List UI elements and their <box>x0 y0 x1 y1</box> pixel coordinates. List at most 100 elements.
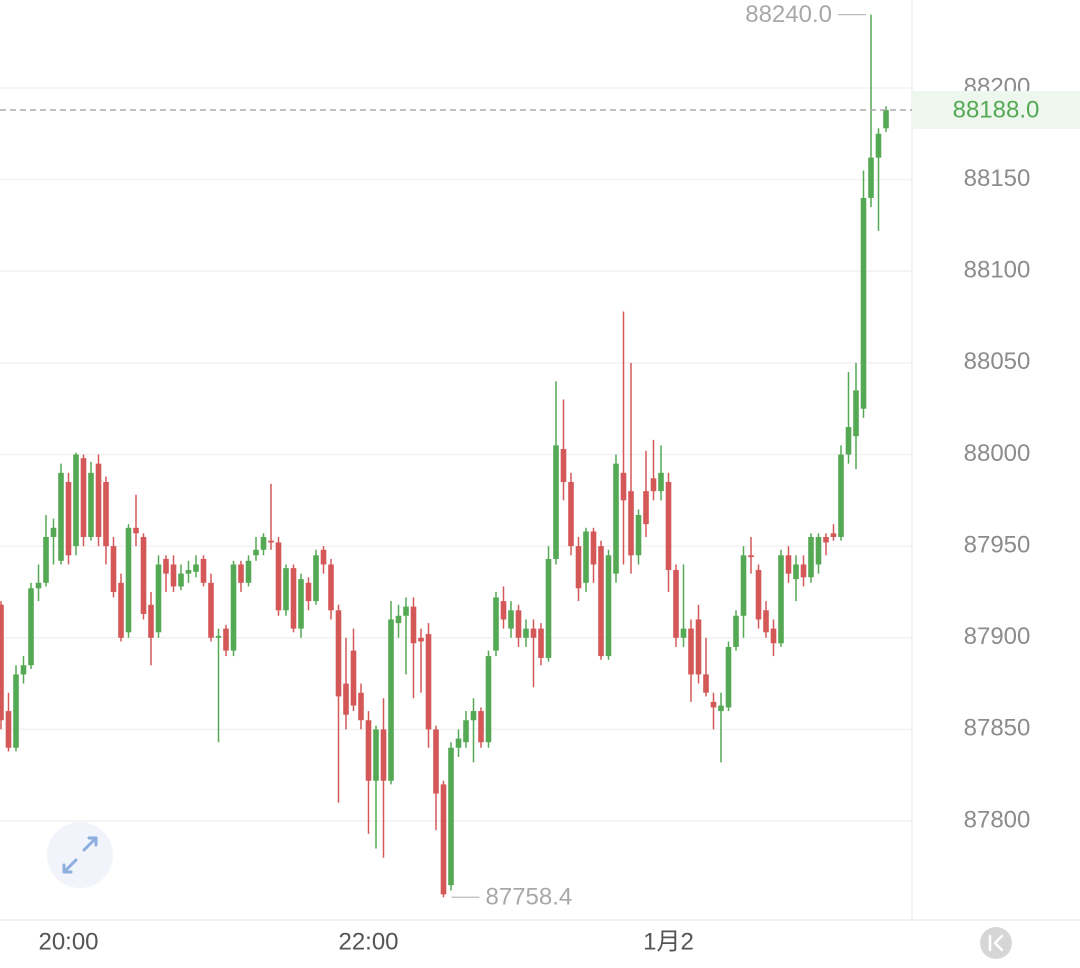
candle-body <box>823 536 829 543</box>
candle-body <box>740 555 747 616</box>
candle-body <box>118 582 124 638</box>
candle-body <box>410 606 417 644</box>
candle-body <box>605 555 612 657</box>
last-price-tag <box>912 90 1080 129</box>
candle-body <box>298 579 304 629</box>
candle-body <box>35 582 42 589</box>
y-tick-label: 88000 <box>964 440 1031 467</box>
candle-body <box>350 650 357 706</box>
candle-body <box>455 738 462 748</box>
candles <box>0 14 889 898</box>
candle-body <box>808 536 814 578</box>
candle-body <box>283 568 289 611</box>
y-tick-label: 87950 <box>964 531 1031 558</box>
max-marker-label: 88240.0 <box>745 1 832 28</box>
candle-body <box>500 601 507 620</box>
candle-body <box>148 604 154 638</box>
candle-body <box>598 546 604 657</box>
candle-body <box>5 711 12 748</box>
last-price-label: 88188.0 <box>953 96 1040 123</box>
candle-body <box>245 560 252 583</box>
candle-body <box>448 747 454 886</box>
candle-body <box>485 656 492 743</box>
candle-body <box>703 674 709 693</box>
candle-body <box>478 711 484 743</box>
candle-body <box>853 390 859 437</box>
y-tick-label: 87900 <box>964 623 1031 650</box>
candle-body <box>238 564 244 583</box>
candle-body <box>155 564 162 633</box>
y-tick-label: 88150 <box>964 165 1031 192</box>
candle-body <box>343 683 349 715</box>
candle-body <box>590 531 597 565</box>
candle-body <box>538 628 544 658</box>
candle-body <box>185 569 192 574</box>
candle-body <box>643 491 649 525</box>
candle-body <box>868 157 874 198</box>
candle-body <box>523 628 529 638</box>
candle-body <box>58 472 64 561</box>
candle-body <box>230 564 237 651</box>
candle-body <box>373 729 379 781</box>
candle-body <box>733 615 739 647</box>
candle-body <box>0 604 4 721</box>
candle-body <box>575 546 582 589</box>
candle-body <box>418 637 424 642</box>
candle-body <box>875 133 882 158</box>
candle-body <box>433 729 439 794</box>
candle-body <box>95 463 102 537</box>
candle-body <box>380 729 387 781</box>
candle-body <box>755 569 762 620</box>
candle-body <box>793 564 799 580</box>
candle-body <box>313 555 319 602</box>
candle-body <box>170 564 177 587</box>
expand-button-bg[interactable] <box>47 822 113 888</box>
candle-body <box>28 588 34 666</box>
candle-body <box>440 784 447 895</box>
candle-body <box>305 582 312 602</box>
candle-body <box>800 564 807 578</box>
candle-body <box>680 628 687 638</box>
candle-body <box>493 597 499 651</box>
candle-body <box>845 427 852 455</box>
x-tick-label: 22:00 <box>338 928 398 955</box>
candle-body <box>688 628 694 675</box>
candle-body <box>365 720 372 781</box>
candle-body <box>545 558 552 658</box>
candle-body <box>710 701 717 708</box>
candle-body <box>658 472 664 492</box>
candle-body <box>260 536 267 550</box>
candle-body <box>530 628 537 638</box>
candle-body <box>748 555 754 558</box>
candle-body <box>65 481 72 556</box>
candle-body <box>650 478 657 492</box>
candle-body <box>620 472 627 501</box>
candle-body <box>163 558 169 574</box>
candle-body <box>553 445 559 559</box>
candle-body <box>13 674 19 748</box>
candle-body <box>110 546 117 592</box>
candle-body <box>103 481 109 547</box>
candle-body <box>140 536 147 614</box>
candle-body <box>718 705 724 712</box>
candle-body <box>583 531 589 583</box>
candle-body <box>133 527 139 534</box>
candle-body <box>388 619 394 781</box>
y-tick-label: 87800 <box>964 806 1031 833</box>
candle-body <box>815 536 822 565</box>
candle-body <box>763 610 769 633</box>
candle-body <box>403 606 409 616</box>
candle-body <box>358 692 364 721</box>
min-marker-label: 87758.4 <box>486 884 573 911</box>
scroll-icon[interactable] <box>988 934 1004 952</box>
candle-body <box>635 514 642 556</box>
expand-button[interactable] <box>47 822 113 888</box>
y-tick-label: 88050 <box>964 348 1031 375</box>
candle-body <box>43 536 49 583</box>
candle-body <box>215 635 222 638</box>
grid: 87800 87850 87900 87950 88000 88050 88100 88150… <box>0 73 1030 955</box>
expand-icon[interactable] <box>62 836 98 874</box>
scroll-to-latest-button[interactable] <box>980 927 1012 959</box>
y-tick-label: 87850 <box>964 715 1031 742</box>
